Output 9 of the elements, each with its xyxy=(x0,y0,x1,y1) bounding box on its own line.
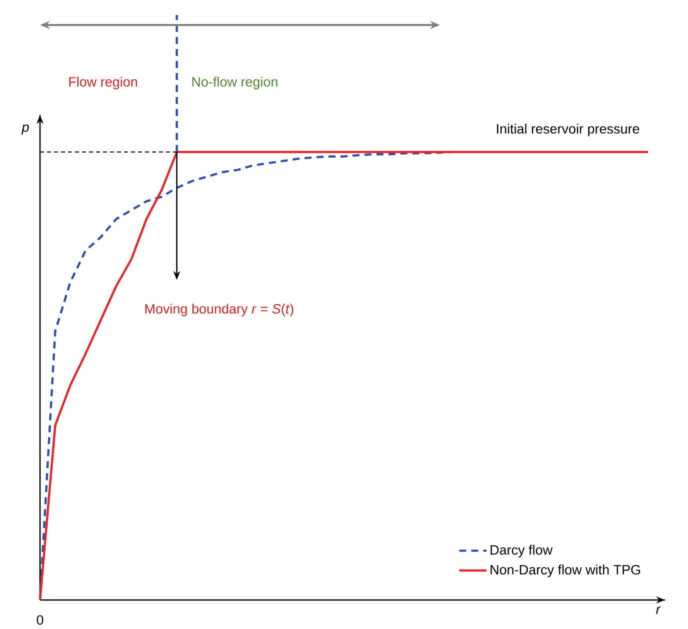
text: Initial reservoir pressure xyxy=(497,124,640,136)
legend-label: Non-Darcy flow with TPG xyxy=(490,564,640,578)
text: Flow region xyxy=(69,76,137,90)
annotation: Moving boundary r = S(t) xyxy=(145,304,294,316)
y-axis-title: p xyxy=(21,124,29,135)
text: 0 xyxy=(36,615,44,625)
legend-label: Darcy flow xyxy=(490,544,553,558)
text: No-flow region xyxy=(192,76,278,90)
x-axis-title: r xyxy=(656,606,661,614)
